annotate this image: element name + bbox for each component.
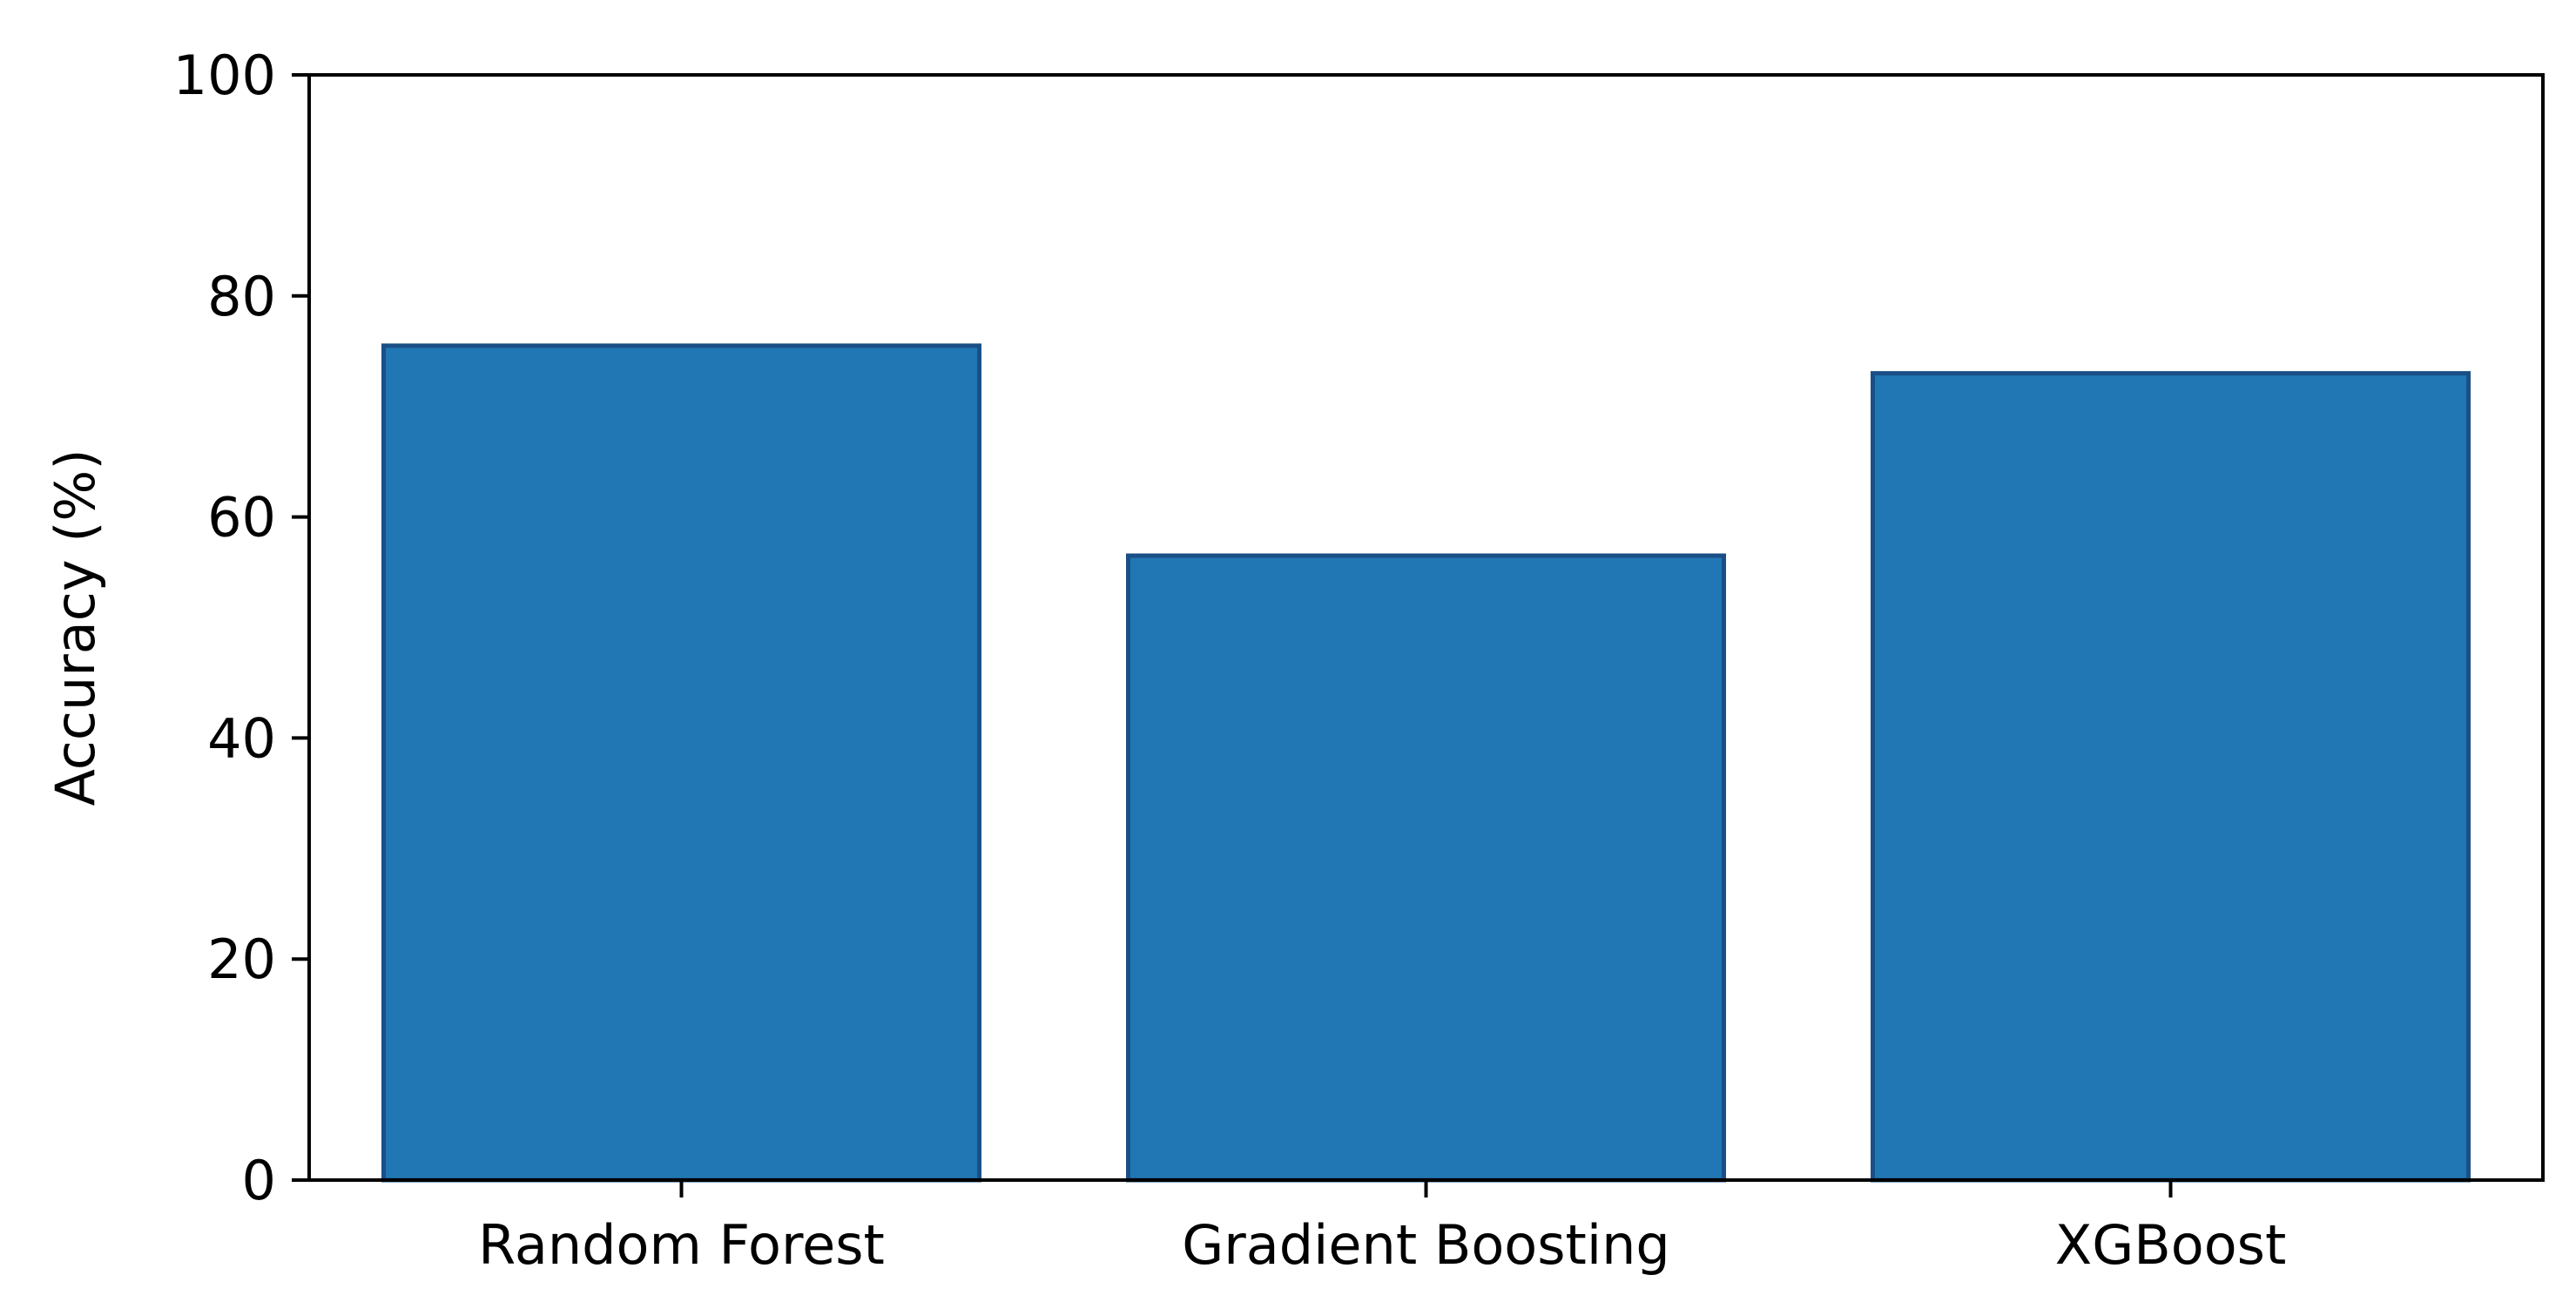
y-tick-label: 40 xyxy=(207,706,276,770)
y-axis-title: Accuracy (%) xyxy=(44,449,107,806)
y-axis-ticks: 0 20 40 60 80 100 xyxy=(173,44,309,1212)
y-tick-label: 60 xyxy=(207,486,276,550)
bar-gradient-boosting xyxy=(1126,553,1726,1183)
x-tick-label: Random Forest xyxy=(478,1213,885,1277)
y-tick-label: 0 xyxy=(242,1149,276,1212)
bar-random-forest xyxy=(381,343,981,1183)
bar-xgboost xyxy=(1871,371,2471,1183)
y-tick-label: 20 xyxy=(207,928,276,991)
x-axis-ticks: Random Forest Gradient Boosting XGBoost xyxy=(478,1180,2286,1277)
plot-frame xyxy=(307,73,2545,1182)
x-tick-label: XGBoost xyxy=(2055,1213,2287,1277)
bars-layer xyxy=(381,343,2471,1183)
x-tick-label: Gradient Boosting xyxy=(1182,1213,1669,1277)
y-tick-label: 100 xyxy=(173,44,276,107)
y-tick-label: 80 xyxy=(207,265,276,328)
